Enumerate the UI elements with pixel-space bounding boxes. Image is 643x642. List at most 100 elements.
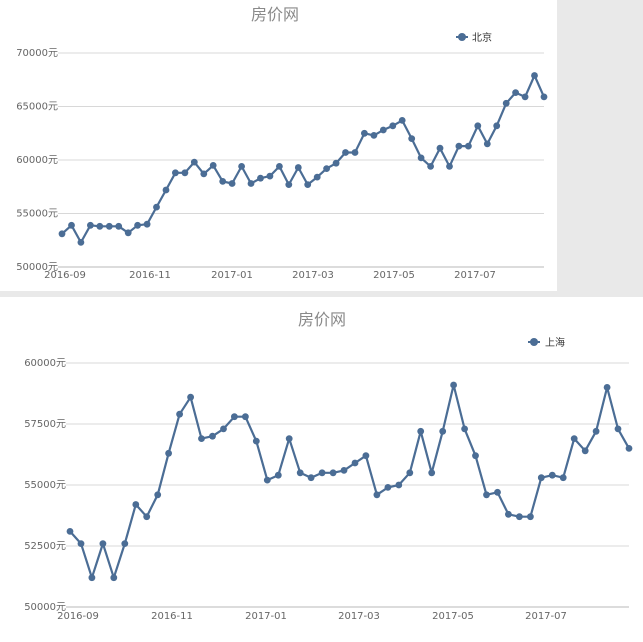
y-tick-label: 60000元 [16,155,58,166]
y-tick-label: 55000元 [24,480,66,491]
data-point [329,469,337,477]
data-point [87,221,94,229]
data-point [340,467,348,474]
data-point [493,122,501,130]
data-point [351,459,359,467]
data-point [450,381,457,389]
data-point [516,513,523,521]
y-tick-label: 65000元 [16,102,58,113]
x-tick-label: 2016-09 [57,611,99,622]
data-point [455,142,463,150]
data-point [198,435,205,442]
data-point [143,513,151,521]
data-point [531,72,538,79]
x-tick-label: 2016-11 [129,270,171,281]
series-line [61,74,546,244]
x-tick-label: 2016-11 [151,611,193,622]
data-point [427,163,434,170]
data-point [77,540,85,547]
y-tick-label: 50000元 [16,262,58,273]
data-point [105,222,113,230]
data-point [362,452,370,460]
data-point [96,222,104,230]
data-point [247,180,255,187]
data-point [209,162,217,169]
chart-panel-shanghai: 房价网 上海 50000元 52500元 55000元 57500元 60000元 2016-… [0,297,643,642]
legend-label: 上海 [545,336,565,349]
data-point [406,469,414,477]
data-point [373,491,381,499]
data-point [417,427,425,435]
data-point [58,230,66,238]
data-point [505,510,512,518]
data-point [181,169,189,177]
data-point [332,159,340,167]
chart-title: 房价网 [251,5,299,24]
data-point [625,445,633,452]
data-point [439,427,447,435]
chart-panel-beijing: 房价网 北京 50000元 55000元 60000元 65000元 70000元 2016-… [0,0,557,291]
data-point [110,574,118,582]
data-point [266,172,274,180]
data-point [153,203,160,211]
data-point [592,427,600,435]
data-point [200,170,208,178]
data-point [389,122,397,130]
data-point [285,181,293,189]
data-point [276,163,283,170]
data-point [231,413,238,421]
y-tick-label: 60000元 [24,358,66,369]
data-point [446,163,453,170]
data-point [162,186,170,194]
data-point [398,117,406,124]
data-point [512,89,519,96]
data-point [384,484,392,491]
data-point [570,435,578,442]
data-point [318,469,326,477]
x-tick-label: 2017-01 [245,611,287,622]
data-point [614,425,622,433]
data-point [502,99,510,107]
data-point [428,469,436,477]
data-point [351,149,359,156]
x-tick-label: 2017-07 [525,611,567,622]
data-point [172,169,179,177]
y-tick-label: 57500元 [24,419,66,430]
data-point [342,149,349,156]
data-point [461,425,468,433]
data-point [88,574,96,582]
data-point [77,239,85,246]
data-point [209,432,216,440]
data-point [361,129,368,137]
data-point [304,181,312,189]
data-point [176,410,184,418]
x-tick-label: 2017-05 [432,611,474,622]
data-point [68,221,75,229]
data-point [252,437,260,445]
data-point [483,491,490,499]
data-point [559,474,567,482]
data-point [472,452,479,460]
data-point [483,140,491,148]
legend-label: 北京 [472,31,492,44]
data-point [521,93,529,101]
data-point [274,471,282,479]
data-point [285,435,293,442]
data-point [581,447,589,455]
data-point [296,469,304,477]
x-tick-label: 2016-09 [44,270,86,281]
data-point [537,474,545,482]
x-tick-label: 2017-07 [454,270,496,281]
data-point [307,474,315,482]
data-point [132,501,140,508]
x-tick-label: 2017-01 [211,270,253,281]
data-point [228,180,236,187]
data-point [313,173,321,181]
y-tick-label: 70000元 [16,48,58,59]
data-point [115,222,123,230]
data-point [603,384,611,391]
y-tick-label: 52500元 [24,541,66,552]
data-point [370,132,378,139]
